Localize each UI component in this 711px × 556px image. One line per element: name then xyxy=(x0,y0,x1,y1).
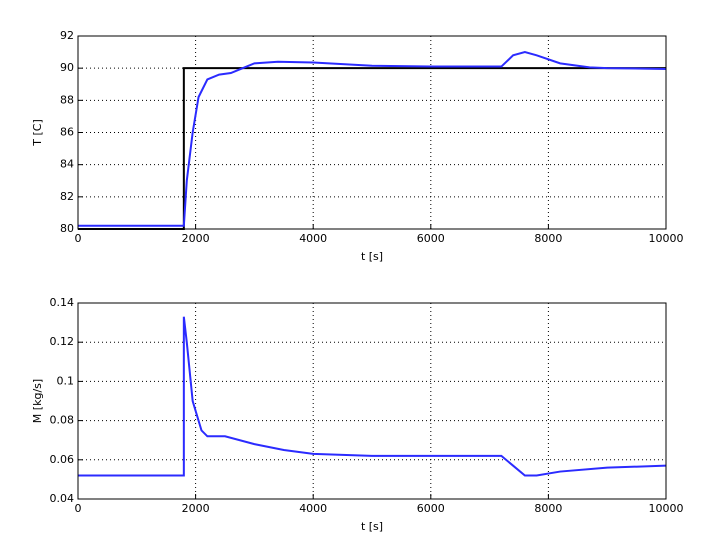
x-tick-label: 10000 xyxy=(649,232,684,245)
axes-frame xyxy=(77,35,667,230)
y-tick-label: 88 xyxy=(60,93,74,106)
y-tick-label: 90 xyxy=(60,61,74,74)
y-tick-label: 0.14 xyxy=(50,296,75,309)
x-tick-label: 4000 xyxy=(299,502,327,515)
x-tick-label: 4000 xyxy=(299,232,327,245)
data-line xyxy=(78,316,667,477)
y-tick-label: 92 xyxy=(60,29,74,42)
x-tick-label: 0 xyxy=(75,502,82,515)
x-tick-label: 2000 xyxy=(182,502,210,515)
y-tick-label: 0.08 xyxy=(50,414,75,427)
x-tick-label: 2000 xyxy=(182,232,210,245)
x-tick-label: 8000 xyxy=(534,502,562,515)
y-tick-label: 84 xyxy=(60,158,74,171)
x-tick-label: 6000 xyxy=(417,502,445,515)
data-line xyxy=(78,51,667,227)
y-axis-label: T [C] xyxy=(31,119,44,146)
axes-frame xyxy=(77,302,667,500)
x-tick-label: 6000 xyxy=(417,232,445,245)
plot-area xyxy=(78,303,666,499)
x-axis-label: t [s] xyxy=(361,250,383,263)
y-tick-label: 0.06 xyxy=(50,453,75,466)
y-tick-label: 82 xyxy=(60,190,74,203)
y-tick-label: 0.04 xyxy=(50,492,75,505)
x-axis-label: t [s] xyxy=(361,520,383,533)
y-tick-label: 0.1 xyxy=(57,374,75,387)
y-tick-label: 86 xyxy=(60,126,74,139)
y-axis-label: M [kg/s] xyxy=(31,379,44,423)
y-tick-label: 80 xyxy=(60,222,74,235)
x-tick-label: 0 xyxy=(75,232,82,245)
y-tick-label: 0.12 xyxy=(50,335,75,348)
x-tick-label: 10000 xyxy=(649,502,684,515)
x-tick-label: 8000 xyxy=(534,232,562,245)
